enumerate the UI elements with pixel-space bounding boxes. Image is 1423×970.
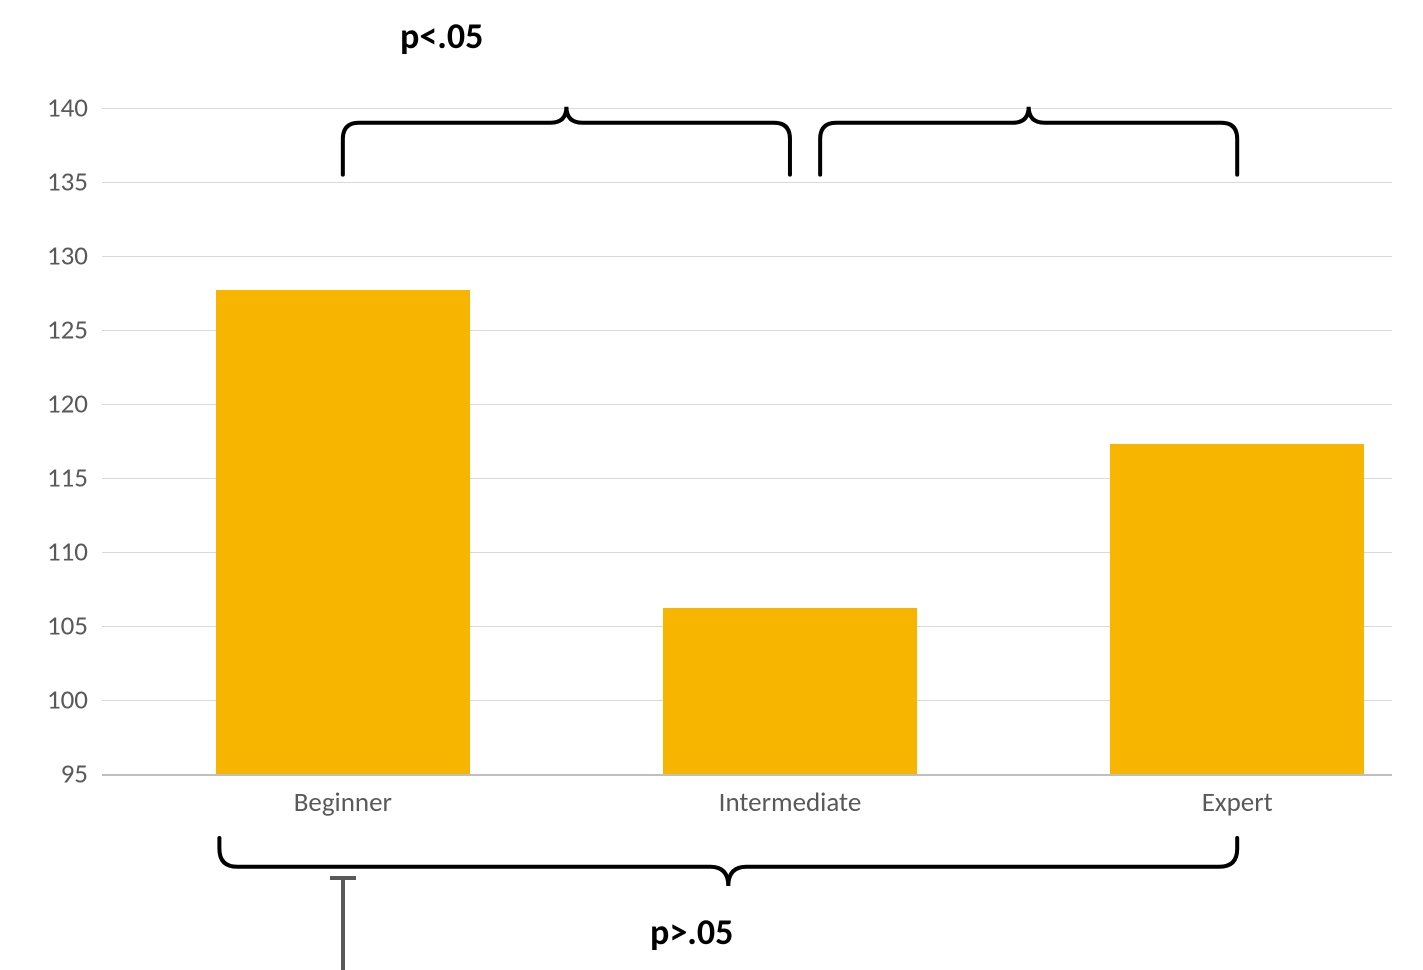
significance-label-top: p<.05 (400, 14, 483, 58)
bar-chart: 95100105110115120125130135140BeginnerInt… (0, 0, 1423, 970)
significance-label-bottom: p>.05 (650, 910, 733, 954)
significance-brace-bottom (0, 0, 1423, 970)
